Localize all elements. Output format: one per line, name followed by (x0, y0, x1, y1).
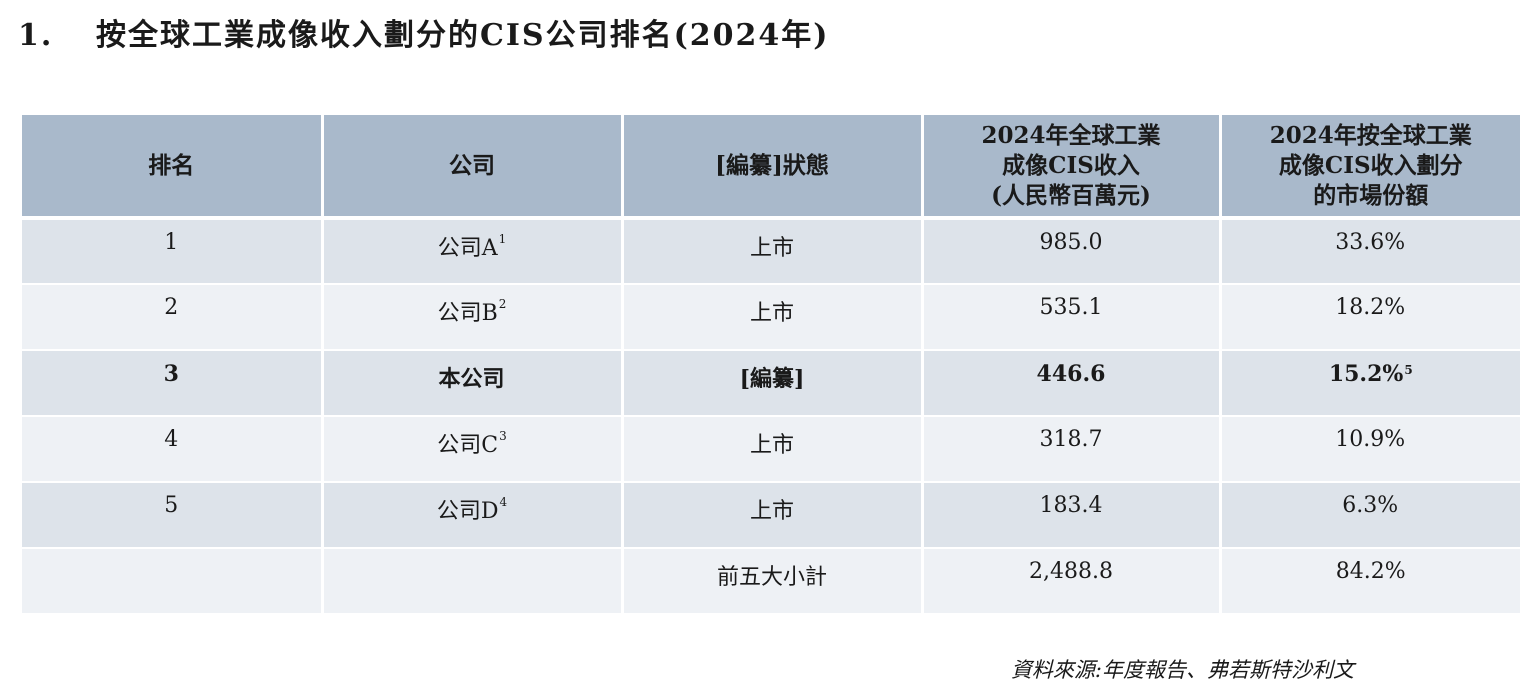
heading-title: 按全球工業成像收入劃分的CIS公司排名(2024年) (96, 18, 830, 53)
header-company: 公司 (320, 115, 624, 220)
header-share: 2024年按全球工業 成像CIS收入劃分 的市場份額 (1218, 115, 1520, 220)
subtotal-revenue: 2,488.8 (920, 548, 1222, 615)
header-revenue-line: 2024年全球工業 (981, 121, 1161, 149)
table-header-row: 排名 公司 [編纂]狀態 2024年全球工業 成像CIS收入 (人民幣百萬元) … (22, 115, 1520, 220)
page-heading: 1. 按全球工業成像收入劃分的CIS公司排名(2024年) (18, 10, 829, 54)
footnote-marker: 4 (499, 495, 508, 509)
share-value: 15.2% (1328, 361, 1404, 387)
header-revenue: 2024年全球工業 成像CIS收入 (人民幣百萬元) (920, 115, 1222, 220)
cell-empty (22, 548, 324, 615)
subtotal-label: 前五大小計 (620, 548, 924, 615)
cell-revenue: 183.4 (920, 482, 1222, 549)
company-name: 公司C (437, 433, 499, 458)
share-value: 10.9% (1335, 427, 1406, 452)
header-status: [編纂]狀態 (620, 115, 924, 220)
cell-rank: 5 (22, 482, 324, 549)
cell-company: 公司A1 (320, 218, 624, 285)
cell-rank: 2 (22, 284, 324, 351)
cell-status: 上市 (620, 284, 924, 351)
header-share-line: 的市場份額 (1313, 181, 1429, 209)
source-note: 資料來源:年度報告、弗若斯特沙利文 (1010, 658, 1354, 682)
footnote-marker: 3 (499, 429, 507, 443)
header-revenue-line: 成像CIS收入 (1002, 151, 1140, 179)
table-row: 4 公司C3 上市 318.7 10.9% (22, 416, 1520, 483)
company-name: 公司D (436, 499, 499, 524)
table-row-highlight: 3 本公司 [編纂] 446.6 15.2%5 (22, 350, 1520, 417)
company-name: 本公司 (438, 366, 505, 392)
company-name: 公司A (437, 236, 498, 261)
cell-company: 公司B2 (320, 284, 624, 351)
cell-company: 本公司 (320, 350, 624, 417)
share-value: 18.2% (1335, 295, 1406, 320)
cell-share: 6.3% (1218, 482, 1520, 549)
table-row-subtotal: 前五大小計 2,488.8 84.2% (22, 548, 1520, 615)
cell-status: 上市 (620, 416, 924, 483)
footnote-marker: 5 (1404, 363, 1413, 377)
cell-share: 10.9% (1218, 416, 1520, 483)
table-row: 5 公司D4 上市 183.4 6.3% (22, 482, 1520, 549)
cell-company: 公司D4 (320, 482, 624, 549)
footnote-marker: 1 (498, 232, 507, 246)
table-row: 2 公司B2 上市 535.1 18.2% (22, 284, 1520, 351)
cell-share: 18.2% (1218, 284, 1520, 351)
cell-status: [編纂] (620, 350, 924, 417)
cell-rank: 4 (22, 416, 324, 483)
subtotal-share: 84.2% (1218, 548, 1520, 615)
share-value: 6.3% (1342, 493, 1399, 518)
cell-status: 上市 (620, 218, 924, 285)
cell-revenue: 318.7 (920, 416, 1222, 483)
header-share-line: 成像CIS收入劃分 (1278, 151, 1463, 179)
cell-share: 33.6% (1218, 218, 1520, 285)
cell-empty (320, 548, 624, 615)
share-value: 33.6% (1335, 230, 1406, 255)
cell-company: 公司C3 (320, 416, 624, 483)
cell-rank: 1 (22, 218, 324, 285)
cell-status: 上市 (620, 482, 924, 549)
cell-revenue: 535.1 (920, 284, 1222, 351)
header-share-line: 2024年按全球工業 (1269, 121, 1472, 149)
cell-revenue: 446.6 (920, 350, 1222, 417)
company-name: 公司B (437, 301, 498, 326)
cell-share: 15.2%5 (1218, 350, 1520, 417)
heading-number: 1. (18, 18, 54, 53)
ranking-table: 排名 公司 [編纂]狀態 2024年全球工業 成像CIS收入 (人民幣百萬元) … (22, 115, 1520, 615)
footnote-marker: 2 (498, 297, 507, 311)
header-rank: 排名 (22, 115, 324, 220)
header-revenue-line: (人民幣百萬元) (991, 181, 1151, 209)
cell-revenue: 985.0 (920, 218, 1222, 285)
cell-rank: 3 (22, 350, 324, 417)
table-row: 1 公司A1 上市 985.0 33.6% (22, 218, 1520, 285)
